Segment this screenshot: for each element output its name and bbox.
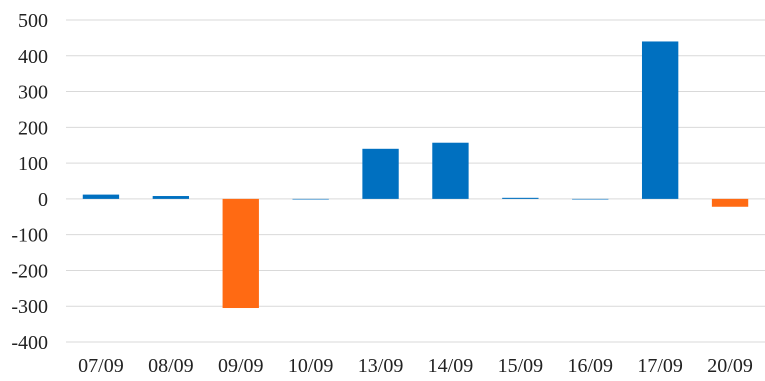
x-tick-label: 14/09	[428, 355, 474, 377]
x-tick-label: 09/09	[218, 355, 264, 377]
bar-09-09	[222, 198, 259, 309]
bar-17-09	[641, 41, 679, 199]
y-tick-label: -100	[11, 225, 48, 247]
y-tick-label: 300	[18, 82, 48, 104]
bar-13-09	[362, 148, 399, 199]
y-tick-label: -400	[11, 332, 48, 354]
x-tick-label: 07/09	[78, 355, 124, 377]
x-tick-label: 10/09	[288, 355, 334, 377]
x-tick-label: 15/09	[498, 355, 544, 377]
bar-08-09	[152, 196, 190, 199]
bar-10-09	[292, 198, 329, 200]
y-tick-label: 200	[18, 117, 48, 139]
x-tick-label: 08/09	[148, 355, 194, 377]
y-tick-label: 100	[18, 153, 48, 175]
y-tick-label: 400	[18, 46, 48, 68]
y-tick-label: 0	[38, 189, 48, 211]
y-axis-tick-labels: 500 400 300 200 100 0 -100 -200 -300 -400	[11, 10, 48, 354]
bar-07-09	[82, 194, 120, 199]
bar-16-09	[572, 198, 609, 200]
bar-15-09	[502, 197, 539, 199]
bar-20-09	[711, 198, 749, 207]
bar-14-09	[432, 142, 469, 199]
y-tick-label: 500	[18, 10, 48, 32]
y-tick-label: -200	[11, 260, 48, 282]
x-tick-label: 13/09	[358, 355, 404, 377]
x-axis-tick-labels: 07/09 08/09 09/09 10/09 13/09 14/09 15/09 16/09…	[78, 355, 753, 377]
y-tick-label: -300	[11, 296, 48, 318]
x-tick-label: 16/09	[567, 355, 613, 377]
x-tick-label: 17/09	[637, 355, 683, 377]
x-tick-label: 20/09	[707, 355, 753, 377]
bars	[82, 41, 749, 309]
